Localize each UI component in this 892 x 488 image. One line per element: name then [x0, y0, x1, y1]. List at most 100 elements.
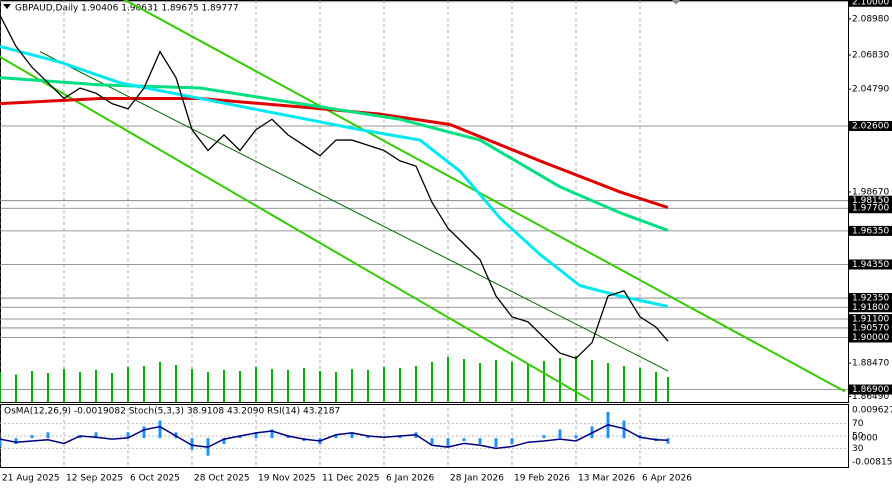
osma-bar [142, 426, 146, 439]
volume-bar [495, 360, 497, 402]
volume-bar [559, 358, 561, 402]
osma-bar [254, 432, 258, 439]
volume-bar [127, 367, 129, 402]
level-label-box [849, 203, 892, 214]
osc-tick-label: 50 [852, 432, 864, 442]
osma-bar [558, 429, 562, 439]
y-tick-label: 2.06830 [852, 50, 889, 60]
channel-line [0, 55, 591, 401]
volume-bar [191, 369, 193, 402]
osma-bar [350, 432, 354, 439]
volume-bar [0, 372, 1, 402]
osma-bar [222, 438, 226, 444]
level-label-box [849, 0, 892, 7]
osma-bar [574, 435, 578, 439]
osma-bar [334, 435, 338, 439]
volume-bar [447, 357, 449, 402]
x-tick-label: 21 Aug 2025 [2, 474, 60, 484]
volume-bar [63, 369, 65, 402]
level-label-box [849, 314, 892, 325]
volume-bar [667, 377, 669, 402]
channel-line [39, 51, 669, 372]
volume-bar [463, 359, 465, 402]
volume-bar [111, 373, 113, 402]
level-label: 1.92350 [852, 294, 889, 304]
volume-bar [623, 366, 625, 402]
volume-bar [255, 367, 257, 402]
level-label: 1.90000 [852, 333, 889, 343]
volume-bar [527, 364, 529, 402]
volume-bar [639, 368, 641, 402]
volume-bar [575, 356, 577, 402]
osma-bar [478, 438, 482, 444]
osma-bar [446, 438, 450, 447]
price-line [0, 15, 669, 360]
osc-tick-label: 30 [852, 444, 864, 454]
x-tick-label: 12 Sep 2025 [66, 474, 123, 484]
level-label: 1.91800 [852, 303, 889, 313]
x-tick-label: 6 Apr 2026 [642, 474, 692, 484]
volume-bar [335, 372, 337, 402]
volume-bar [159, 362, 161, 402]
volume-bar [223, 370, 225, 402]
x-tick-label: 28 Oct 2025 [194, 474, 250, 484]
level-label: 1.96350 [852, 226, 889, 236]
main-frame [0, 0, 849, 403]
y-tick-label: 2.04790 [852, 85, 889, 95]
level-label-box [849, 259, 892, 270]
osma-bar [462, 438, 466, 442]
osma-bar [270, 429, 274, 439]
osma-bar [14, 438, 18, 444]
level-label-box [849, 384, 892, 395]
volume-bar [287, 370, 289, 402]
volume-bar [655, 372, 657, 402]
chart-title: GBPAUD,Daily 1.90406 1.90631 1.89675 1.8… [15, 4, 239, 14]
osma-bar [46, 432, 50, 439]
moving-average [0, 96, 669, 209]
volume-bar [543, 361, 545, 402]
osma-bar [158, 420, 162, 439]
rsi-line [0, 424, 669, 450]
moving-average [0, 44, 669, 308]
osma-bar [94, 432, 98, 439]
volume-bar [351, 369, 353, 402]
shift-marker[interactable] [672, 0, 680, 5]
osma-bar [510, 438, 514, 444]
volume-bar [31, 371, 33, 402]
level-label-box [849, 302, 892, 313]
volume-bar [319, 371, 321, 402]
level-label: 1.98150 [852, 196, 889, 206]
volume-bar [15, 374, 17, 402]
x-tick-label: 28 Jan 2026 [450, 474, 504, 484]
osma-tick-label: -0.008156 [852, 458, 892, 468]
volume-bar [47, 373, 49, 402]
volume-bar [175, 365, 177, 402]
level-label: 1.91100 [852, 315, 889, 325]
osma-bar [430, 438, 434, 444]
osma-bar [190, 438, 194, 450]
level-label: 2.10000 [852, 0, 889, 7]
volume-bar [399, 368, 401, 402]
osma-bar [0, 438, 2, 447]
volume-bar [415, 366, 417, 402]
menu-icon[interactable] [3, 4, 11, 9]
indicator-label: OsMA(12,26,9) -0.0019082 Stoch(5,3,3) 38… [4, 407, 340, 417]
x-tick-label: 6 Oct 2025 [130, 474, 180, 484]
y-tick-label: 2.08980 [852, 14, 889, 24]
volume-bar [511, 362, 513, 402]
level-label-box [849, 322, 892, 333]
volume-bar [303, 368, 305, 402]
y-tick-label: 1.88470 [852, 359, 889, 369]
level-label: 1.90570 [852, 323, 889, 333]
volume-bar [367, 370, 369, 402]
volume-bar [271, 369, 273, 402]
y-tick-label: 1.98670 [852, 187, 889, 197]
osma-tick-label: 0.009627 [852, 406, 892, 416]
volume-bar [239, 371, 241, 402]
x-tick-label: 11 Dec 2025 [322, 474, 380, 484]
level-label: 1.94350 [852, 260, 889, 270]
osma-bar [542, 435, 546, 439]
volume-bar [383, 367, 385, 402]
